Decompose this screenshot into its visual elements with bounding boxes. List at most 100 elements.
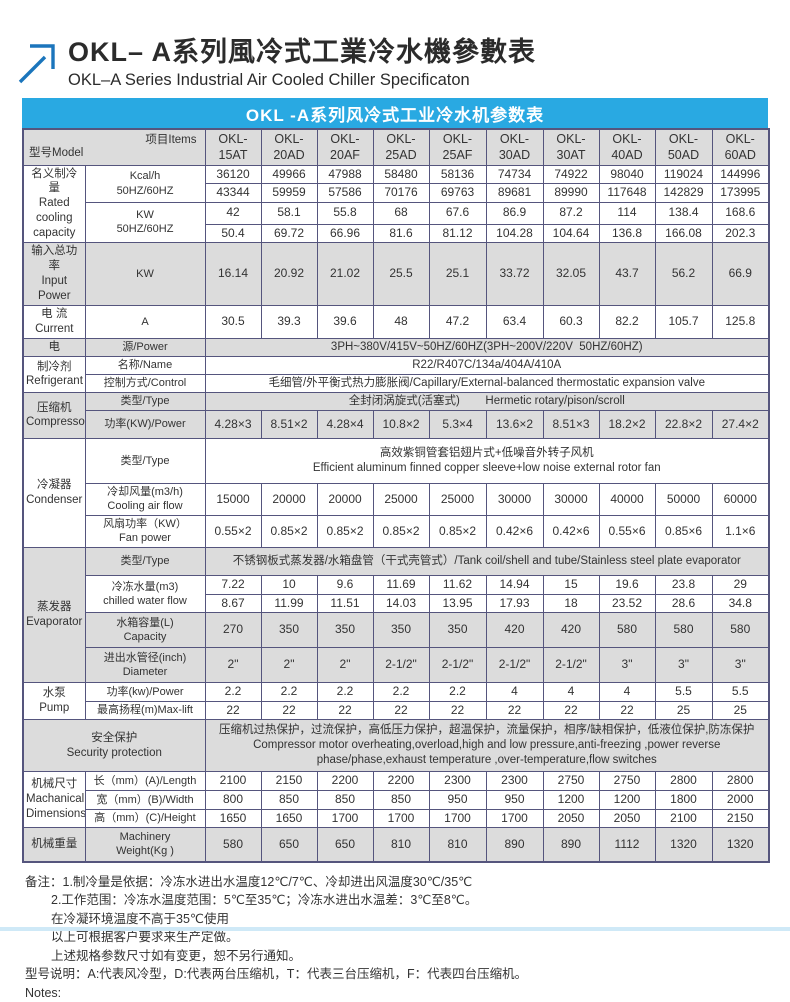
spec-value-cell: 580 <box>204 827 262 863</box>
spec-value-cell: 138.4 <box>654 201 713 225</box>
spec-value-cell: 0.85×2 <box>428 514 487 548</box>
spec-value-cell: 890 <box>542 827 600 863</box>
spec-value-cell: 19.6 <box>598 574 656 595</box>
spec-value-cell: 25.1 <box>428 242 487 306</box>
spec-value-cell: 15 <box>542 574 600 595</box>
row-group-label: 名义制冷量 Rated cooling capacity <box>22 164 86 244</box>
spec-value-cell: 0.85×2 <box>316 514 374 548</box>
spec-value-cell: 58136 <box>428 164 487 185</box>
spec-value-cell: 23.52 <box>598 593 656 614</box>
note-line: Notes: <box>25 985 62 1000</box>
spec-value-cell: 3" <box>654 647 713 684</box>
corner-model-label: 型号Model <box>29 146 84 159</box>
spec-value-cell: 202.3 <box>711 223 770 244</box>
model-column-header: OKL- 20AF <box>316 128 374 166</box>
spec-table-section: OKL -A系列风冷式工业冷水机参数表 型号Model 项目Items OKL- 1… <box>22 98 770 863</box>
row-item-label: 长（mm）(A)/Length <box>84 771 206 791</box>
spec-value-cell: 20.92 <box>260 242 318 306</box>
spec-value-cell: 98040 <box>598 164 656 185</box>
spec-value-cell: 86.9 <box>485 201 544 225</box>
spec-value-cell: 57586 <box>316 183 374 203</box>
spec-value-cell: 117648 <box>598 183 656 203</box>
spec-value-cell: 350 <box>260 612 318 649</box>
spec-value-cell: 25 <box>711 700 770 721</box>
spec-value-cell: 420 <box>542 612 600 649</box>
spec-value-cell: 650 <box>316 827 374 863</box>
spec-value-cell: 25 <box>654 700 713 721</box>
row-item-label: A <box>84 304 206 339</box>
row-group-label: 安全保护 Security protection <box>22 719 206 773</box>
row-item-label: KW 50HZ/60HZ <box>84 201 206 244</box>
model-column-header: OKL- 20AD <box>260 128 318 166</box>
page-title: OKL– A系列風冷式工業冷水機參數表 <box>68 37 537 67</box>
spec-value-cell: 13.95 <box>428 593 487 614</box>
spec-value-cell: 3" <box>711 647 770 684</box>
spec-value-cell: 0.55×2 <box>204 514 262 548</box>
spec-value-cell: 2750 <box>542 771 600 791</box>
row-group-label: 冷凝器 Condenser <box>22 437 86 548</box>
spec-value-cell: 2.2 <box>204 682 262 702</box>
row-group-label: 电 流 Current <box>22 304 86 339</box>
spec-value-cell: 350 <box>316 612 374 649</box>
spec-value-cell: 59959 <box>260 183 318 203</box>
spec-value-cell: 104.28 <box>485 223 544 244</box>
spec-value-cell: 580 <box>598 612 656 649</box>
spec-value-cell: 32.05 <box>542 242 600 306</box>
spec-value-cell: 2800 <box>654 771 713 791</box>
spec-value-cell: 11.62 <box>428 574 487 595</box>
spec-value-cell: 0.85×2 <box>260 514 318 548</box>
spec-value-cell: 18 <box>542 593 600 614</box>
spec-value-cell: 11.69 <box>372 574 430 595</box>
spec-value-cell: 119024 <box>654 164 713 185</box>
row-group-label: 压缩机 Compressor <box>22 391 86 439</box>
spec-value-cell: 2150 <box>260 771 318 791</box>
merged-value-cell: 毛细管/外平衡式热力膨胀阀/Capillary/External-balance… <box>204 373 770 393</box>
spec-value-cell: 40000 <box>598 482 656 516</box>
spec-value-cell: 2" <box>316 647 374 684</box>
spec-value-cell: 4.28×3 <box>204 409 262 439</box>
merged-value-cell: R22/R407C/134a/404A/410A <box>204 355 770 375</box>
spec-value-cell: 81.6 <box>372 223 430 244</box>
spec-value-cell: 39.6 <box>316 304 374 339</box>
spec-value-cell: 0.42×6 <box>485 514 544 548</box>
row-group-label: 电 <box>22 337 86 357</box>
spec-value-cell: 2750 <box>598 771 656 791</box>
spec-value-cell: 43.7 <box>598 242 656 306</box>
spec-value-cell: 60000 <box>711 482 770 516</box>
spec-value-cell: 30000 <box>542 482 600 516</box>
row-item-label: 源/Power <box>84 337 206 357</box>
row-group-label: 输入总功率 Input Power <box>22 242 86 306</box>
spec-value-cell: 82.2 <box>598 304 656 339</box>
spec-value-cell: 1650 <box>204 808 262 829</box>
spec-value-cell: 36120 <box>204 164 262 185</box>
spec-value-cell: 1112 <box>598 827 656 863</box>
spec-value-cell: 23.8 <box>654 574 713 595</box>
spec-value-cell: 0.85×2 <box>372 514 430 548</box>
spec-value-cell: 22 <box>485 700 544 721</box>
spec-value-cell: 3" <box>598 647 656 684</box>
spec-value-cell: 25000 <box>372 482 430 516</box>
spec-value-cell: 4 <box>598 682 656 702</box>
bottom-strip <box>0 927 790 931</box>
row-group-label: 蒸发器 Evaporator <box>22 546 86 684</box>
row-group-label: 机械尺寸 Machanical Dimensions <box>22 771 86 829</box>
spec-value-cell: 2200 <box>372 771 430 791</box>
spec-value-cell: 68 <box>372 201 430 225</box>
spec-value-cell: 5.5 <box>654 682 713 702</box>
model-column-header: OKL- 15AT <box>204 128 262 166</box>
page-subtitle: OKL–A Series Industrial Air Cooled Chill… <box>68 71 470 89</box>
page-header: OKL– A系列風冷式工業冷水機參數表 OKL–A Series Industr… <box>0 0 790 91</box>
corner-items-label: 项目Items <box>145 134 197 146</box>
spec-value-cell: 800 <box>204 789 262 810</box>
row-item-label: 控制方式/Control <box>84 373 206 393</box>
row-item-label: 冷却风量(m3/h) Cooling air flow <box>84 482 206 516</box>
spec-value-cell: 13.6×2 <box>485 409 544 439</box>
spec-value-cell: 87.2 <box>542 201 600 225</box>
spec-value-cell: 39.3 <box>260 304 318 339</box>
spec-value-cell: 650 <box>260 827 318 863</box>
spec-value-cell: 850 <box>260 789 318 810</box>
spec-value-cell: 21.02 <box>316 242 374 306</box>
spec-value-cell: 2100 <box>654 808 713 829</box>
corner-header-cell: 型号Model 项目Items <box>22 128 206 166</box>
spec-value-cell: 420 <box>485 612 544 649</box>
